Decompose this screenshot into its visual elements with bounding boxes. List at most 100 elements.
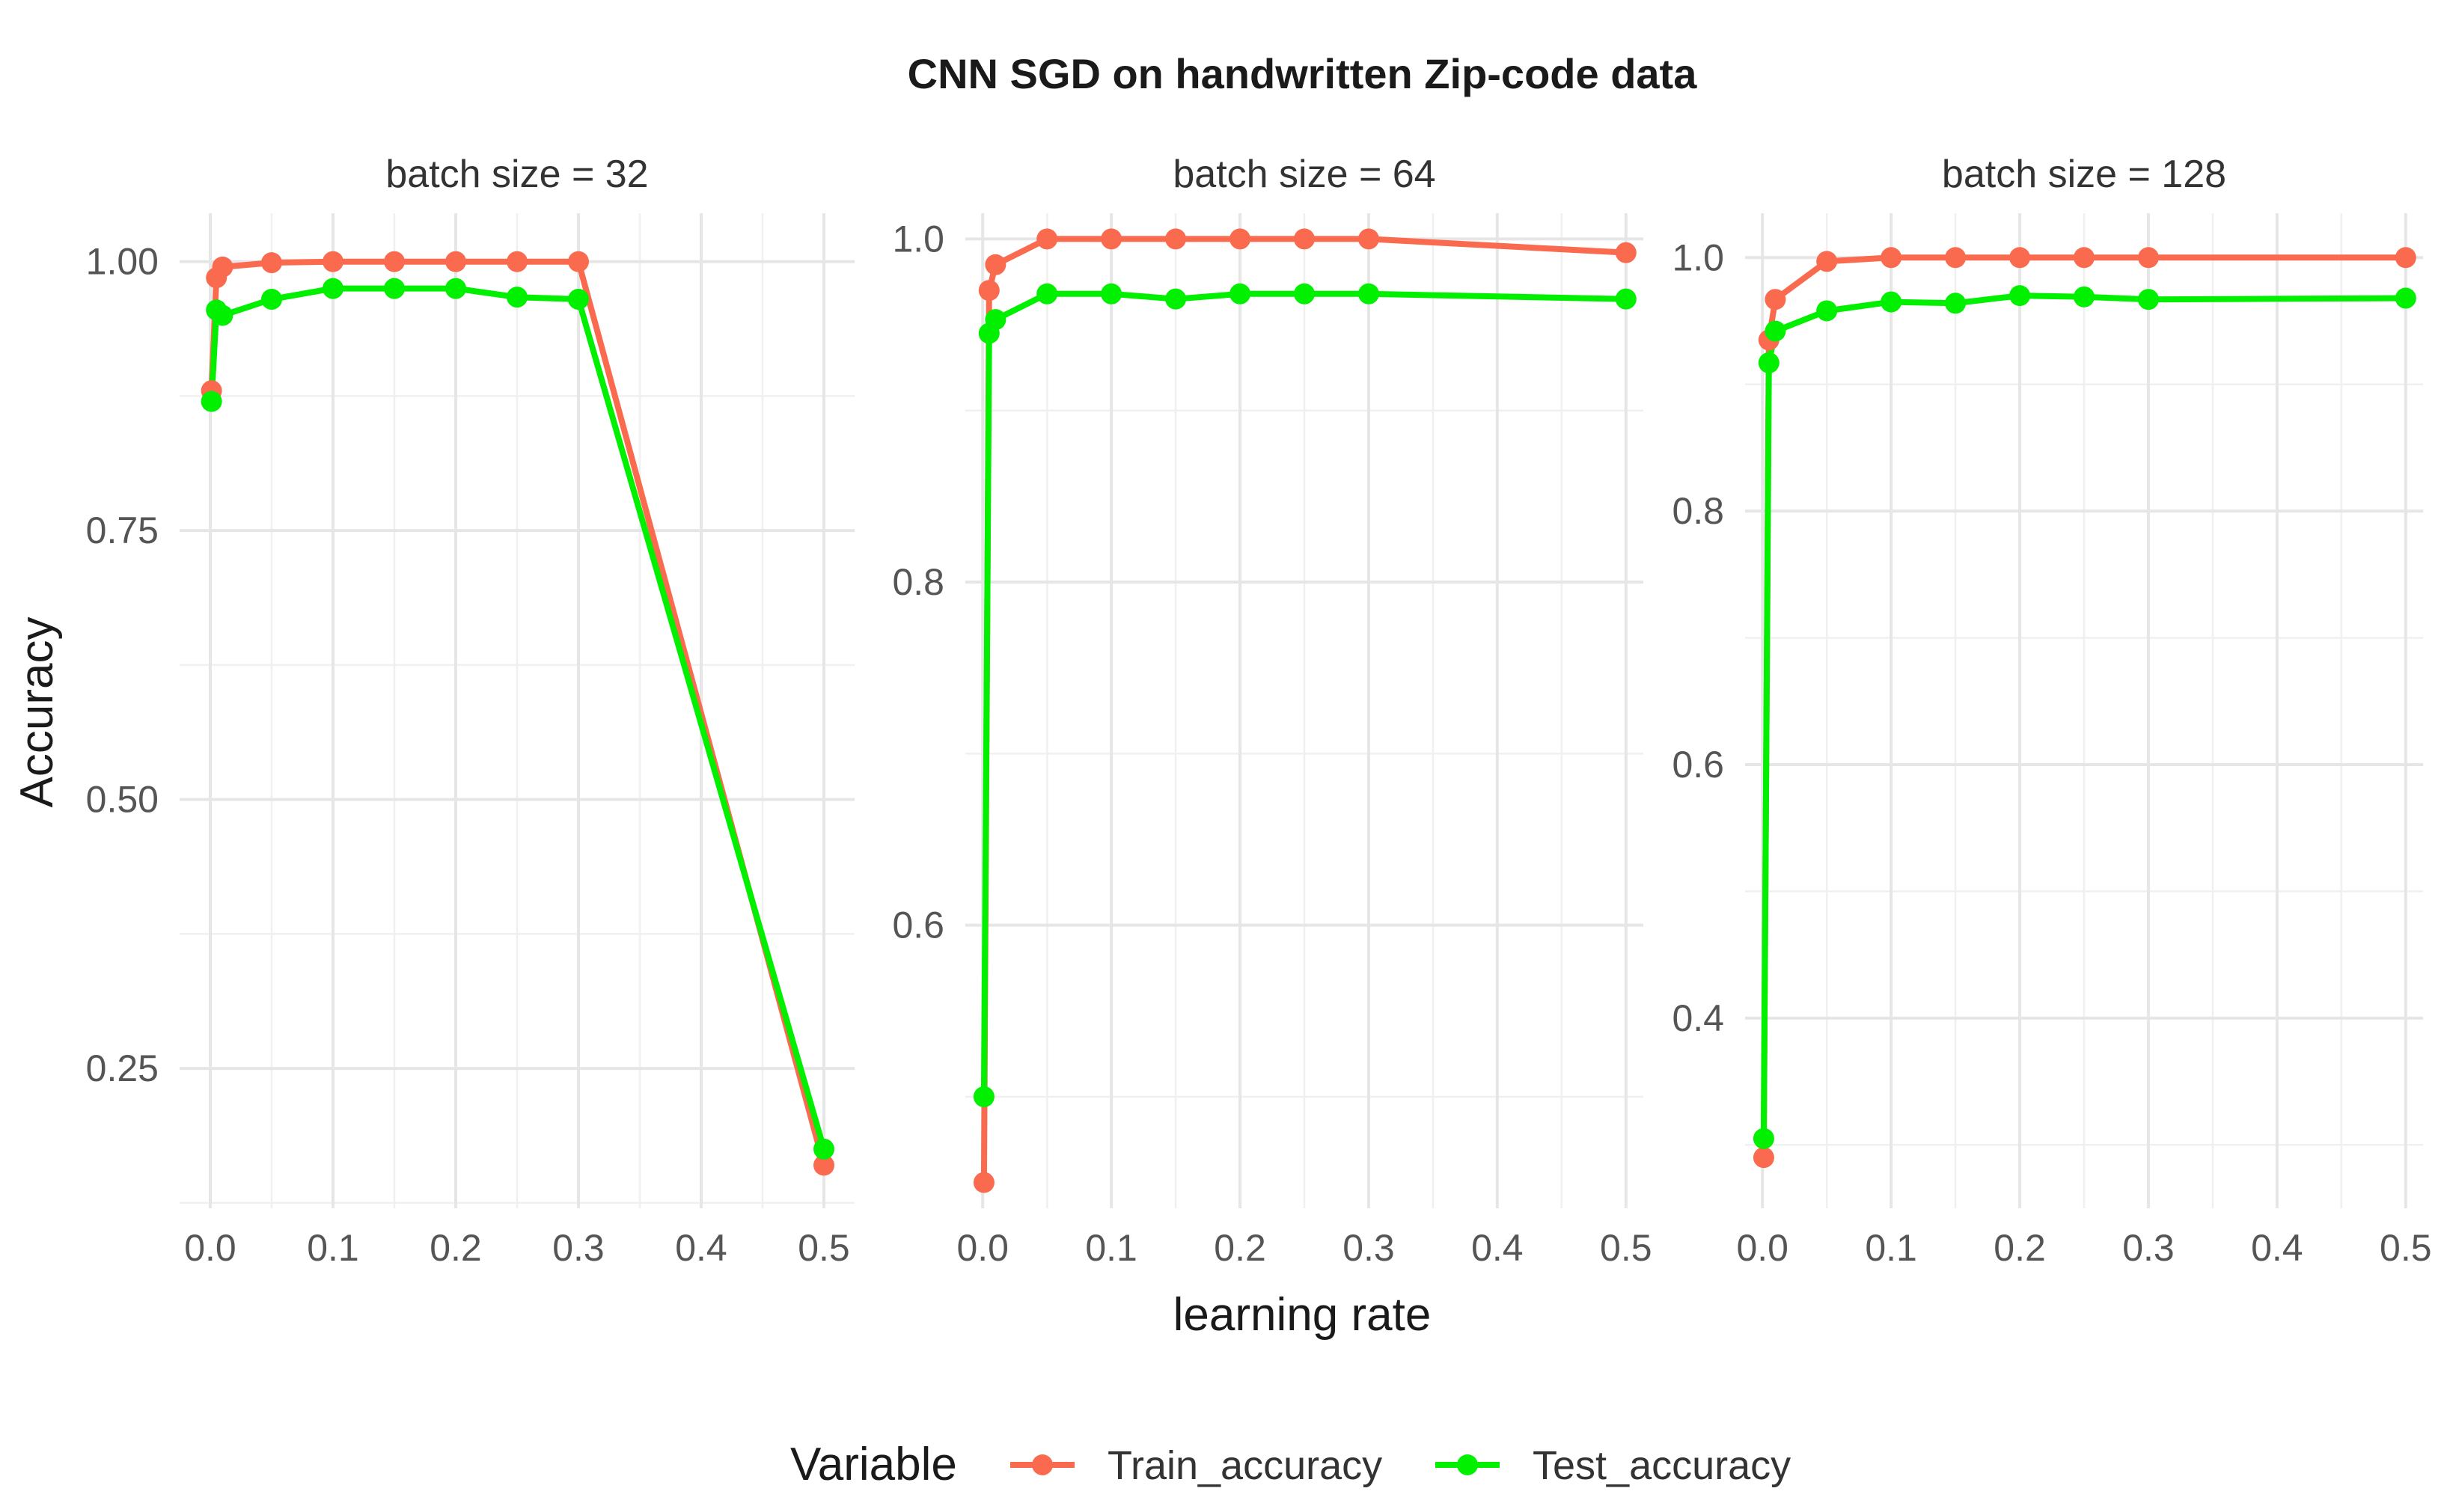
panel-strip-label: batch size = 128 xyxy=(1942,153,2226,196)
data-point-test-accuracy xyxy=(1294,283,1315,304)
data-point-test-accuracy xyxy=(323,278,343,299)
data-point-train-accuracy xyxy=(2009,247,2031,269)
x-tick-label: 0.1 xyxy=(1865,1227,1917,1269)
data-point-train-accuracy xyxy=(1101,228,1122,250)
data-point-train-accuracy xyxy=(1753,1147,1774,1169)
y-tick-label: 0.25 xyxy=(86,1047,159,1089)
legend-item-train-accuracy: Train_accuracy xyxy=(1010,1443,1382,1488)
data-point-train-accuracy xyxy=(384,251,405,272)
series-line-train-accuracy xyxy=(1760,254,2409,1161)
data-point-test-accuracy xyxy=(212,304,233,326)
data-point-train-accuracy xyxy=(1615,242,1637,263)
data-point-train-accuracy xyxy=(1816,251,1838,272)
data-point-test-accuracy xyxy=(1229,283,1251,304)
data-point-test-accuracy xyxy=(2395,287,2416,309)
data-point-test-accuracy xyxy=(568,289,589,310)
data-point-test-accuracy xyxy=(261,289,282,310)
x-tick-label: 0.3 xyxy=(1342,1227,1395,1269)
data-point-test-accuracy xyxy=(2074,286,2095,307)
y-tick-label: 0.75 xyxy=(86,509,159,551)
data-point-test-accuracy xyxy=(1881,291,1902,313)
legend-title: Variable xyxy=(790,1439,957,1490)
data-point-test-accuracy xyxy=(1165,288,1187,310)
x-tick-label: 0.2 xyxy=(430,1227,482,1269)
data-point-train-accuracy xyxy=(507,251,528,272)
legend-label: Train_accuracy xyxy=(1108,1443,1382,1488)
data-point-train-accuracy xyxy=(2074,247,2095,269)
y-tick-label: 0.6 xyxy=(1672,744,1724,786)
y-tick-label: 0.4 xyxy=(1672,997,1724,1039)
x-tick-label: 0.1 xyxy=(1085,1227,1137,1269)
y-tick-label: 1.00 xyxy=(86,241,159,283)
data-point-train-accuracy xyxy=(973,1172,995,1193)
data-point-test-accuracy xyxy=(445,278,466,299)
x-tick-label: 0.5 xyxy=(798,1227,850,1269)
data-point-test-accuracy xyxy=(384,278,405,299)
data-point-test-accuracy xyxy=(1816,300,1838,322)
y-tick-label: 0.6 xyxy=(892,905,944,946)
x-tick-label: 0.0 xyxy=(956,1227,1009,1269)
data-point-test-accuracy xyxy=(2009,285,2031,307)
y-tick-label: 0.8 xyxy=(1672,490,1724,532)
data-point-test-accuracy xyxy=(813,1138,834,1160)
data-point-train-accuracy xyxy=(323,251,343,272)
x-tick-label: 0.4 xyxy=(675,1227,727,1269)
series-line-train-accuracy xyxy=(980,236,1629,1186)
data-point-test-accuracy xyxy=(973,1086,995,1107)
data-point-train-accuracy xyxy=(212,256,233,278)
panel-1: batch size = 32 0.0 0.1 0.2 0.3 0.4 0.5 0.25 0.5… xyxy=(86,153,855,1269)
data-point-train-accuracy xyxy=(568,251,589,272)
panel-strip-label: batch size = 64 xyxy=(1173,153,1435,196)
x-tick-label: 0.5 xyxy=(2380,1227,2432,1269)
y-tick-label: 0.8 xyxy=(892,561,944,603)
data-point-test-accuracy xyxy=(1765,320,1786,342)
x-tick-label: 0.2 xyxy=(1214,1227,1266,1269)
panel-2: batch size = 64 0.0 0.1 0.2 0.3 0.4 0.5 0.6 0.8 1… xyxy=(892,153,1652,1269)
data-point-train-accuracy xyxy=(1229,228,1251,250)
x-tick-label: 0.1 xyxy=(307,1227,359,1269)
data-point-test-accuracy xyxy=(1758,352,1780,373)
data-point-train-accuracy xyxy=(1765,289,1786,310)
x-tick-label: 0.0 xyxy=(184,1227,236,1269)
data-point-test-accuracy xyxy=(1753,1127,1774,1149)
data-point-train-accuracy xyxy=(1165,228,1187,250)
data-point-train-accuracy xyxy=(1945,247,1967,269)
data-point-train-accuracy xyxy=(985,254,1006,275)
x-tick-label: 0.5 xyxy=(1600,1227,1652,1269)
data-point-train-accuracy xyxy=(261,252,282,274)
data-point-train-accuracy xyxy=(1357,228,1379,250)
legend: Variable Train_accuracy Test_accuracy xyxy=(790,1439,1791,1490)
data-point-train-accuracy xyxy=(813,1154,834,1176)
data-point-test-accuracy xyxy=(1357,283,1379,304)
legend-item-test-accuracy: Test_accuracy xyxy=(1435,1443,1791,1488)
panels: batch size = 32 0.0 0.1 0.2 0.3 0.4 0.5 0.25 0.5… xyxy=(86,153,2432,1269)
data-point-test-accuracy xyxy=(1615,288,1637,310)
data-point-train-accuracy xyxy=(2395,247,2416,269)
data-point-test-accuracy xyxy=(1036,283,1058,304)
data-point-test-accuracy xyxy=(507,287,528,308)
data-point-train-accuracy xyxy=(1881,247,1902,269)
x-tick-label: 0.0 xyxy=(1736,1227,1788,1269)
x-tick-label: 0.3 xyxy=(552,1227,605,1269)
y-tick-label: 1.0 xyxy=(1672,236,1724,278)
x-tick-label: 0.4 xyxy=(1471,1227,1524,1269)
data-point-train-accuracy xyxy=(1294,228,1315,250)
panel-strip-label: batch size = 32 xyxy=(385,153,648,196)
y-axis-title: Accuracy xyxy=(11,617,63,808)
data-point-test-accuracy xyxy=(1945,293,1967,314)
legend-label: Test_accuracy xyxy=(1533,1443,1791,1488)
data-point-train-accuracy xyxy=(445,251,466,272)
y-tick-label: 1.0 xyxy=(892,218,944,260)
data-point-test-accuracy xyxy=(985,309,1006,331)
y-tick-label: 0.50 xyxy=(86,779,159,821)
data-point-train-accuracy xyxy=(1036,228,1058,250)
x-tick-label: 0.3 xyxy=(2122,1227,2175,1269)
data-point-test-accuracy xyxy=(1101,283,1122,304)
data-point-test-accuracy xyxy=(2137,289,2159,310)
data-point-train-accuracy xyxy=(2137,247,2159,269)
x-tick-label: 0.4 xyxy=(2251,1227,2303,1269)
data-point-test-accuracy xyxy=(201,391,222,412)
legend-items: Train_accuracy Test_accuracy xyxy=(1010,1443,1791,1488)
